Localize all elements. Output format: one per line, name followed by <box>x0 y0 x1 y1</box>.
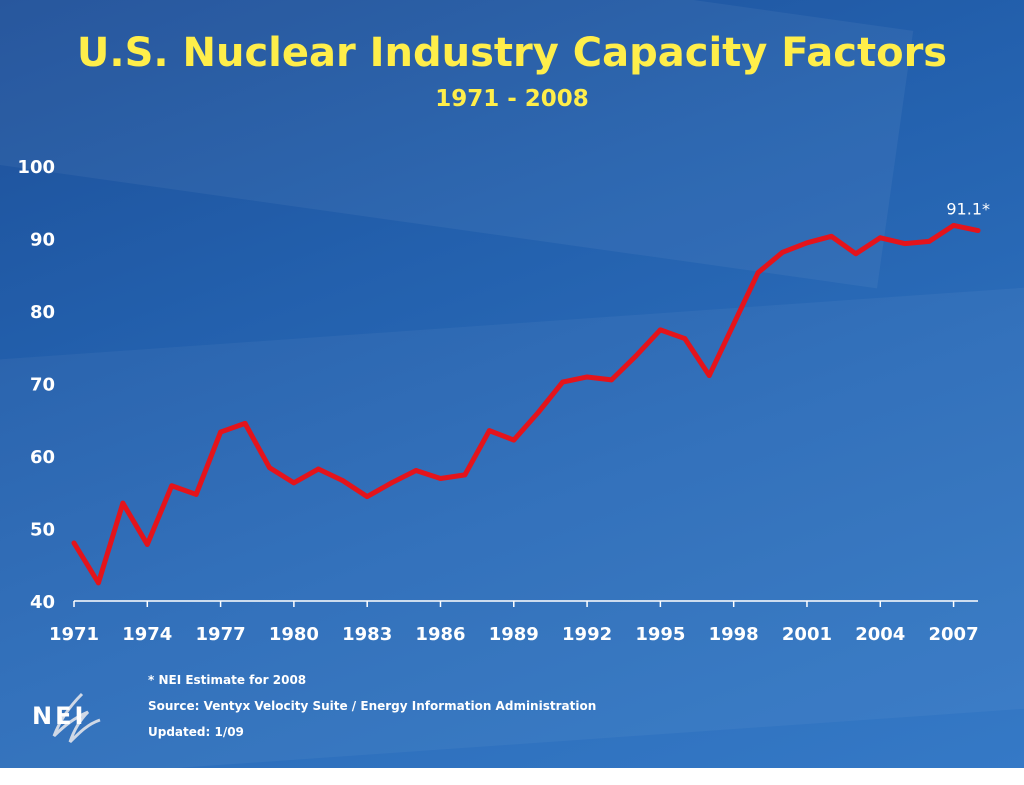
data-point <box>926 239 932 244</box>
data-label: 91.1* <box>946 200 990 219</box>
x-tick-label: 1998 <box>709 624 759 645</box>
data-point <box>584 374 590 380</box>
data-point <box>267 465 272 470</box>
x-tick-label: 1992 <box>562 624 612 645</box>
y-tick-label: 60 <box>30 447 55 468</box>
y-tick-label: 80 <box>30 302 55 323</box>
x-axis: 1971 1974 1977 1980 1983 1986 1989 1992 1995 1998… <box>49 600 979 645</box>
data-point <box>486 428 492 434</box>
y-tick-label: 90 <box>30 230 55 251</box>
data-point <box>682 336 688 341</box>
footnote-estimate: * NEI Estimate for 2008 <box>148 673 307 687</box>
data-point <box>780 249 785 255</box>
data-point <box>193 492 199 497</box>
data-point <box>462 472 468 478</box>
data-point <box>877 235 883 241</box>
data-point <box>560 379 566 385</box>
annotations: 91.1* <box>946 200 990 219</box>
data-point <box>902 241 908 246</box>
series-group <box>71 222 981 586</box>
footnote-source: Source: Ventyx Velocity Suite / Energy I… <box>148 699 597 713</box>
logo-swoosh-icon <box>52 692 101 744</box>
data-point <box>389 480 395 486</box>
x-tick-label: 1986 <box>415 624 465 645</box>
data-point <box>291 480 297 486</box>
x-tick-label: 1995 <box>635 624 685 645</box>
y-tick-label: 40 <box>30 592 55 613</box>
data-point <box>218 429 223 435</box>
y-tick-label: 70 <box>30 375 55 396</box>
data-point <box>120 500 126 506</box>
x-tick-label: 1977 <box>196 624 246 645</box>
y-tick-label: 50 <box>30 520 55 541</box>
x-tick-label: 1971 <box>49 624 99 645</box>
data-point <box>804 240 810 246</box>
series-line <box>71 222 981 586</box>
data-point <box>71 540 77 546</box>
line-chart: 40 50 60 70 80 90 100 1971 1974 1977 1980 1983 1986… <box>17 157 990 645</box>
logo-text: NEI <box>32 702 86 730</box>
data-point <box>169 483 175 489</box>
x-tick-label: 1983 <box>342 624 392 645</box>
x-tick-label: 1989 <box>489 624 539 645</box>
data-point <box>853 251 859 257</box>
data-point <box>364 494 370 499</box>
x-tick-label: 1980 <box>269 624 319 645</box>
x-tick-label: 2004 <box>855 624 905 645</box>
data-point <box>975 228 981 233</box>
data-point <box>609 377 614 383</box>
data-point <box>511 437 517 443</box>
data-point <box>340 478 346 484</box>
data-point <box>413 468 419 473</box>
data-point <box>657 327 663 333</box>
y-axis: 40 50 60 70 80 90 100 <box>17 157 55 613</box>
data-point <box>951 223 956 228</box>
chart-title: U.S. Nuclear Industry Capacity Factors <box>76 30 948 76</box>
slide-background <box>0 0 1024 768</box>
data-point <box>535 410 541 415</box>
x-tick-label: 2007 <box>929 624 979 645</box>
x-tick-label: 2001 <box>782 624 832 645</box>
y-tick-label: 100 <box>17 157 55 178</box>
footnote-updated: Updated: 1/09 <box>148 725 244 739</box>
chart-subtitle: 1971 - 2008 <box>435 86 589 112</box>
data-point <box>731 321 737 327</box>
data-point <box>438 476 443 481</box>
data-point <box>829 233 834 239</box>
data-point <box>315 466 321 472</box>
data-point <box>96 580 101 586</box>
data-point <box>242 420 248 426</box>
x-tick-label: 1974 <box>122 624 172 645</box>
nei-logo: NEI <box>32 692 101 744</box>
data-point <box>633 353 639 359</box>
data-point <box>755 270 761 275</box>
data-point <box>144 542 150 547</box>
data-point <box>706 373 712 378</box>
